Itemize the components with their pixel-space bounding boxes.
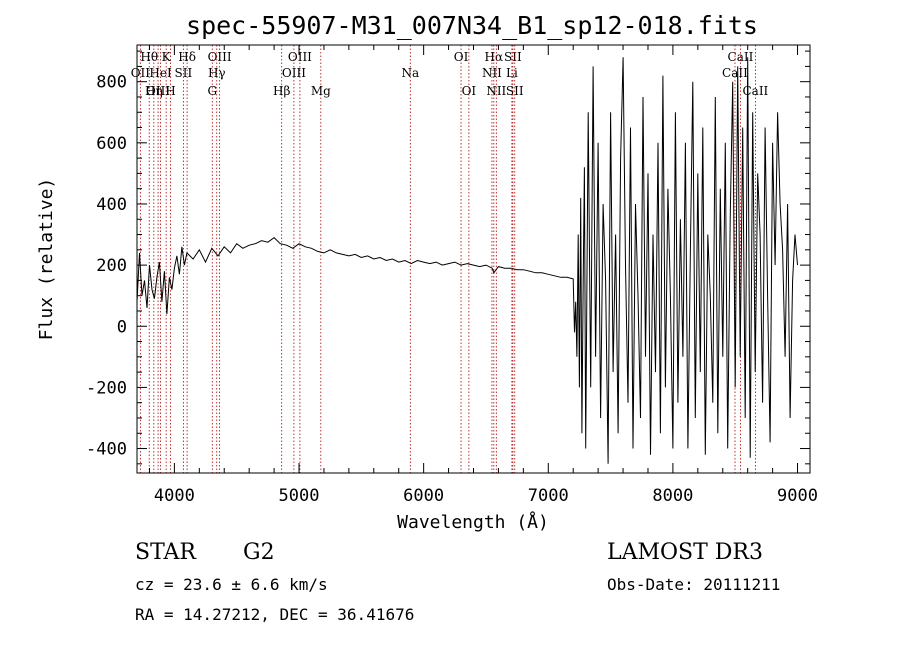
marker-label: CaII bbox=[742, 84, 768, 98]
object-type: STAR bbox=[135, 540, 197, 565]
marker-label: Na bbox=[401, 66, 419, 80]
marker-label: NII bbox=[486, 84, 506, 98]
survey-name: LAMOST DR3 bbox=[607, 540, 763, 565]
y-axis-label: Flux (relative) bbox=[36, 178, 57, 341]
spectral-subclass: G2 bbox=[243, 540, 275, 565]
marker-label: Mg bbox=[311, 84, 331, 98]
x-tick-label: 9000 bbox=[777, 486, 818, 506]
marker-label: SII bbox=[506, 84, 524, 98]
y-tick-label: -200 bbox=[86, 378, 127, 398]
marker-label: SII bbox=[504, 50, 522, 64]
marker-label: CaII bbox=[722, 66, 748, 80]
marker-label: Hα bbox=[485, 50, 504, 64]
marker-label: OIII bbox=[146, 84, 170, 98]
marker-label: G bbox=[207, 84, 217, 98]
axis-ticks: 4000 5000 6000 7000 8000 9000 -400 -200 0 200 400 6… bbox=[86, 45, 818, 506]
chart-title: spec-55907-M31_007N34_B1_sp12-018.fits bbox=[186, 11, 758, 40]
x-tick-label: 7000 bbox=[528, 486, 569, 506]
marker-label: OI bbox=[462, 84, 477, 98]
marker-label: CaII bbox=[728, 50, 754, 64]
y-tick-label: 400 bbox=[96, 195, 127, 215]
marker-label: Hθ bbox=[140, 50, 158, 64]
marker-label: Li bbox=[506, 66, 518, 80]
y-tick-label: -400 bbox=[86, 440, 127, 460]
marker-label: H bbox=[165, 84, 175, 98]
marker-label: OIII bbox=[208, 50, 232, 64]
y-tick-label: 200 bbox=[96, 256, 127, 276]
x-tick-label: 5000 bbox=[279, 486, 320, 506]
marker-label: Hδ bbox=[178, 50, 196, 64]
spectrum-line bbox=[136, 57, 798, 464]
x-axis-label: Wavelength (Å) bbox=[397, 511, 549, 533]
y-tick-label: 0 bbox=[117, 317, 127, 337]
redshift-cz: cz = 23.6 ± 6.6 km/s bbox=[135, 575, 328, 594]
marker-label: OI bbox=[454, 50, 469, 64]
marker-label: OIII bbox=[288, 50, 312, 64]
coordinates: RA = 14.27212, DEC = 36.41676 bbox=[135, 605, 414, 624]
y-tick-label: 600 bbox=[96, 134, 127, 154]
marker-label: Hβ bbox=[273, 84, 290, 98]
marker-label: HeI bbox=[149, 66, 172, 80]
x-tick-label: 6000 bbox=[403, 486, 444, 506]
marker-label: Hη bbox=[145, 84, 163, 98]
observation-date: Obs-Date: 20111211 bbox=[607, 575, 780, 594]
marker-label: Hγ bbox=[208, 66, 226, 80]
x-tick-label: 8000 bbox=[652, 486, 693, 506]
marker-label: K bbox=[162, 50, 172, 64]
marker-label: OIII bbox=[282, 66, 306, 80]
y-tick-label: 800 bbox=[96, 73, 127, 93]
marker-label: SII bbox=[175, 66, 193, 80]
x-tick-label: 4000 bbox=[154, 486, 195, 506]
marker-label: OII bbox=[131, 66, 151, 80]
marker-label: NII bbox=[482, 66, 502, 80]
